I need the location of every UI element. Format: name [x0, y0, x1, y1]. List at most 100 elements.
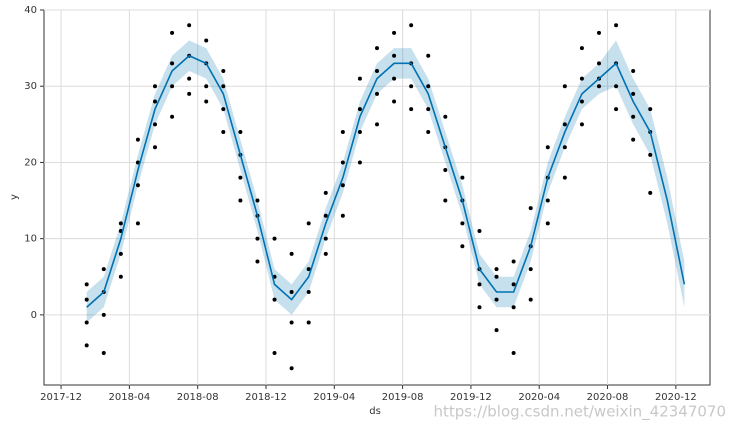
observation-point [443, 114, 448, 119]
observation-point [631, 114, 636, 119]
observation-point [187, 23, 192, 28]
observation-point [579, 122, 584, 127]
observation-point [153, 122, 157, 127]
observation-point [545, 221, 550, 226]
observation-point [118, 221, 123, 226]
observation-point [477, 229, 482, 234]
observation-point [340, 160, 345, 165]
watermark: https://blog.csdn.net/weixin_42347070 [433, 403, 726, 422]
y-tick-label: 40 [24, 5, 37, 16]
observation-point [357, 107, 362, 112]
observation-point [135, 221, 140, 226]
observation-point [118, 274, 123, 279]
observation-point [153, 84, 157, 89]
x-tick-label: 2017-12 [40, 392, 82, 403]
observation-point [357, 76, 362, 81]
observation-point [579, 76, 584, 81]
observation-point [460, 175, 465, 180]
observation-point [545, 145, 550, 150]
observation-point [204, 84, 209, 89]
observation-point [477, 305, 482, 310]
observation-point [306, 320, 311, 325]
observation-point [562, 122, 567, 127]
x-tick-label: 2020-12 [655, 392, 697, 403]
observation-point [494, 267, 499, 272]
observation-point [255, 259, 260, 264]
observation-point [511, 282, 516, 287]
observation-point [443, 168, 448, 173]
observation-point [648, 190, 653, 195]
observation-point [170, 30, 175, 35]
observation-point [511, 350, 516, 355]
observation-point [460, 244, 465, 249]
forecast-line [86, 54, 686, 308]
x-tick-label: 2018-04 [108, 392, 150, 403]
x-tick-label: 2019-04 [313, 392, 355, 403]
observation-point [392, 30, 397, 35]
observation-point [153, 145, 157, 150]
observation-point [511, 259, 516, 264]
observation-point [631, 137, 636, 142]
observation-point [255, 236, 260, 241]
observation-point [562, 145, 567, 150]
observation-point [306, 290, 311, 295]
observation-point [289, 290, 294, 295]
observation-point [357, 129, 362, 134]
observation-point [409, 23, 414, 28]
observation-point [511, 305, 516, 310]
observation-point [597, 61, 601, 66]
observation-point [375, 46, 379, 51]
observation-point [135, 137, 140, 142]
observation-point [187, 76, 192, 81]
observation-point [255, 198, 260, 203]
observation-point [631, 91, 636, 96]
observation-point [84, 282, 89, 287]
x-tick-label: 2018-12 [245, 392, 287, 403]
observation-point [204, 99, 209, 104]
observation-point [528, 297, 533, 302]
observation-point [562, 175, 567, 180]
observation-point [614, 84, 619, 89]
observation-point [84, 297, 89, 302]
observation-point [238, 198, 243, 203]
observation-point [306, 267, 311, 272]
observation-point [648, 152, 653, 157]
observation-point [289, 320, 294, 325]
observation-point [614, 23, 619, 28]
observation-point [221, 68, 226, 73]
observation-point [631, 68, 636, 73]
observation-point [289, 251, 294, 256]
observation-point [221, 107, 226, 112]
observation-point [375, 91, 379, 96]
observation-point [614, 107, 619, 112]
observation-point [443, 198, 448, 203]
x-tick-label: 2019-08 [382, 392, 424, 403]
observation-point [392, 99, 397, 104]
observation-point [579, 99, 584, 104]
observation-point [340, 213, 345, 218]
x-tick-label: 2020-04 [518, 392, 560, 403]
observation-point [392, 53, 397, 58]
observation-point [597, 30, 601, 35]
observation-point [84, 320, 89, 325]
observation-point [170, 114, 175, 119]
x-tick-label: 2018-08 [177, 392, 219, 403]
observation-point [579, 46, 584, 51]
observation-point [494, 297, 499, 302]
y-axis-label: y [9, 194, 20, 200]
observation-point [375, 122, 379, 127]
observation-point [426, 129, 431, 134]
observation-point [426, 53, 431, 58]
observation-point [340, 183, 345, 188]
observation-point [170, 61, 175, 66]
y-tick-label: 10 [24, 234, 37, 245]
x-tick-label: 2020-08 [587, 392, 629, 403]
observation-point [101, 312, 106, 317]
x-axis-label: ds [369, 406, 381, 417]
y-tick-label: 30 [24, 81, 37, 92]
observation-point [204, 38, 209, 43]
observation-point [426, 107, 431, 112]
observation-point [375, 68, 379, 73]
observation-point [187, 91, 192, 96]
